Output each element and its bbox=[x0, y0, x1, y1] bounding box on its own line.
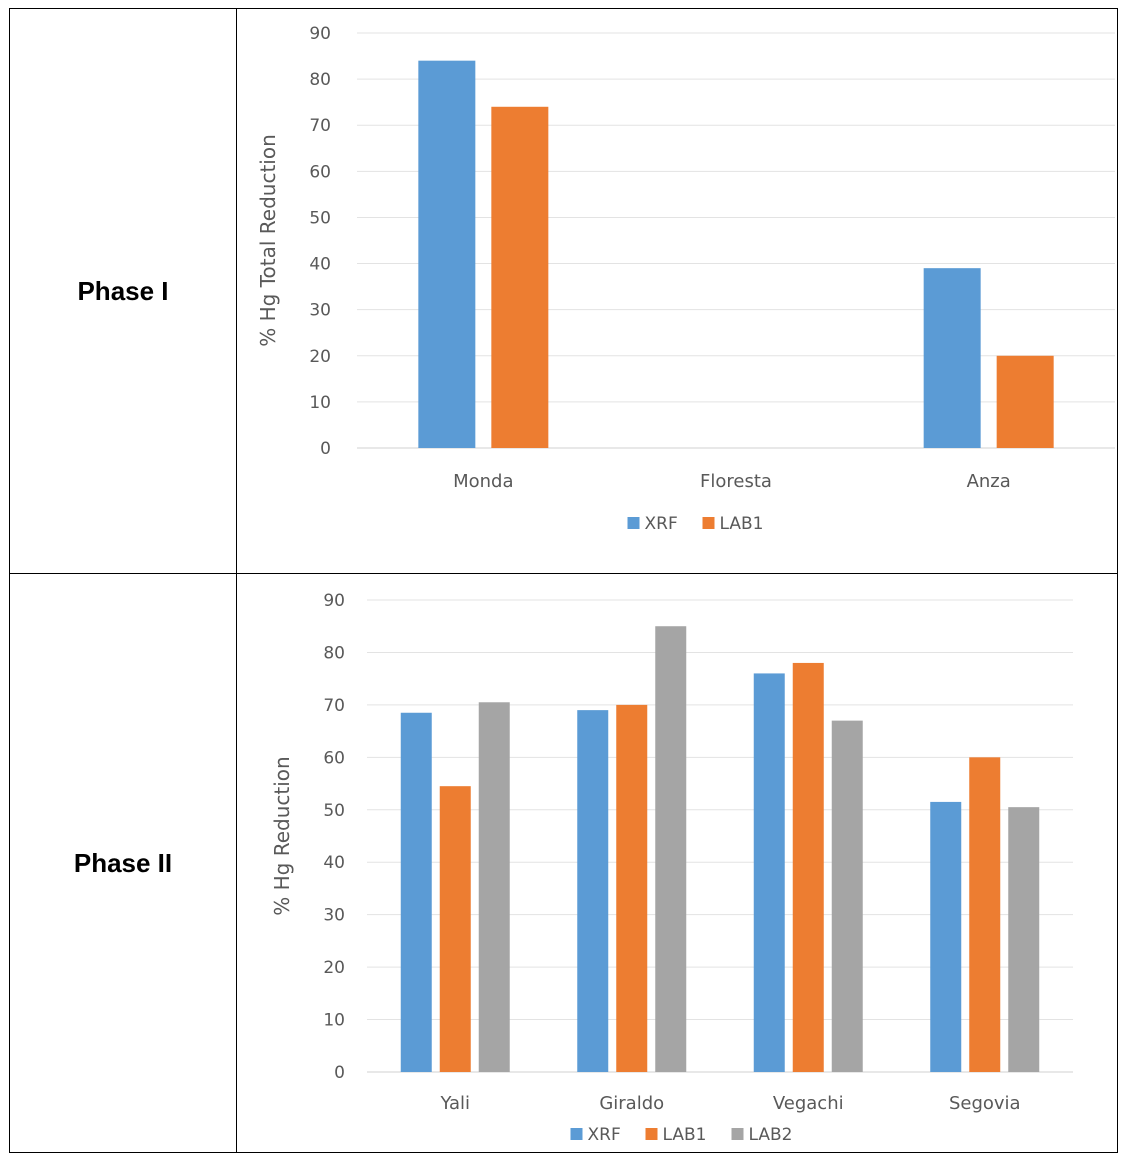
category-label: Segovia bbox=[949, 1093, 1021, 1114]
legend-entry: LAB1 bbox=[663, 1125, 707, 1145]
y-tick-label: 80 bbox=[309, 70, 331, 90]
bar-xrf bbox=[577, 710, 609, 1072]
y-tick-label: 50 bbox=[309, 208, 331, 228]
phase-2-chart: 0 10 20 30 40 50 60 70 80 90 % Hg Reduction Yali Gir… bbox=[270, 591, 1073, 1145]
bar-lab1 bbox=[969, 757, 1001, 1072]
y-tick-label: 60 bbox=[323, 748, 345, 768]
bar-lab2 bbox=[1008, 807, 1040, 1072]
legend-swatch bbox=[731, 1128, 744, 1140]
legend-entry: LAB1 bbox=[720, 514, 764, 534]
bar-lab1 bbox=[491, 106, 549, 449]
phase-row: Phase I 0 10 20 30 40 50 60 70 80 90 % Hg Total Re… bbox=[9, 8, 1118, 574]
bar-lab1 bbox=[792, 662, 824, 1072]
legend-swatch bbox=[702, 517, 715, 529]
bar-xrf bbox=[923, 268, 981, 448]
y-tick-label: 90 bbox=[309, 24, 331, 44]
legend-swatch bbox=[627, 517, 640, 529]
y-tick-label: 40 bbox=[323, 853, 345, 873]
y-tick-label: 0 bbox=[334, 1063, 345, 1083]
y-tick-label: 40 bbox=[309, 255, 331, 275]
legend-swatch bbox=[570, 1128, 583, 1140]
y-tick-label: 90 bbox=[323, 591, 345, 611]
y-axis-label: % Hg Reduction bbox=[270, 756, 294, 915]
category-label: Monda bbox=[453, 471, 513, 492]
bar-lab2 bbox=[478, 702, 510, 1072]
y-tick-label: 10 bbox=[323, 1011, 345, 1031]
y-axis-label: % Hg Total Reduction bbox=[256, 134, 280, 347]
bar-xrf bbox=[400, 712, 432, 1072]
bar-lab1 bbox=[616, 704, 648, 1072]
phase-row: Phase II 0 10 20 30 40 50 60 70 80 90 % Hg Reducti… bbox=[9, 573, 1118, 1153]
phase-1-chart-cell: 0 10 20 30 40 50 60 70 80 90 % Hg Total Reduction M… bbox=[236, 8, 1118, 574]
category-label: Floresta bbox=[700, 471, 772, 492]
y-tick-label: 60 bbox=[309, 162, 331, 182]
bar-lab2 bbox=[831, 720, 863, 1072]
y-tick-label: 30 bbox=[323, 906, 345, 926]
legend-swatch bbox=[645, 1128, 658, 1140]
phase-table: Phase I 0 10 20 30 40 50 60 70 80 90 % Hg Total Re… bbox=[9, 8, 1118, 1153]
bar-lab2 bbox=[655, 626, 687, 1072]
y-tick-label: 20 bbox=[323, 958, 345, 978]
y-tick-label: 50 bbox=[323, 801, 345, 821]
y-tick-label: 10 bbox=[309, 393, 331, 413]
y-tick-label: 70 bbox=[323, 696, 345, 716]
phase-label: Phase I bbox=[9, 8, 237, 574]
bar-xrf bbox=[753, 673, 785, 1072]
y-tick-label: 20 bbox=[309, 347, 331, 367]
legend-entry: LAB2 bbox=[749, 1125, 793, 1145]
category-label: Giraldo bbox=[599, 1093, 664, 1114]
bar-lab1 bbox=[996, 355, 1054, 448]
phase-label: Phase II bbox=[9, 573, 237, 1153]
y-tick-label: 30 bbox=[309, 301, 331, 321]
category-label: Vegachi bbox=[773, 1093, 844, 1114]
bar-xrf bbox=[418, 60, 476, 449]
y-tick-label: 0 bbox=[320, 439, 331, 459]
y-tick-label: 70 bbox=[309, 116, 331, 136]
legend-entry: XRF bbox=[588, 1125, 621, 1145]
phase-2-chart-cell: 0 10 20 30 40 50 60 70 80 90 % Hg Reduction Yali Gir… bbox=[236, 573, 1118, 1153]
bar-lab1 bbox=[439, 786, 471, 1072]
category-label: Anza bbox=[967, 471, 1011, 492]
category-label: Yali bbox=[439, 1093, 470, 1114]
phase-1-chart: 0 10 20 30 40 50 60 70 80 90 % Hg Total Reduction M… bbox=[256, 24, 1115, 534]
y-tick-label: 80 bbox=[323, 643, 345, 663]
bar-xrf bbox=[930, 801, 962, 1072]
legend-entry: XRF bbox=[645, 514, 678, 534]
